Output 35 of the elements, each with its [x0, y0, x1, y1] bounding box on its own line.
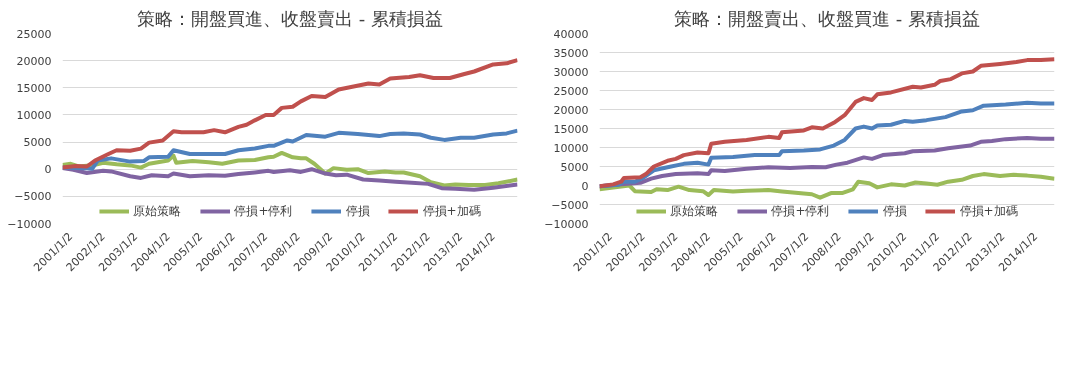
y-tick-label: 10000 — [553, 141, 589, 155]
legend-label: 停損 — [345, 202, 370, 220]
y-tick-label: 40000 — [553, 27, 589, 41]
line-series — [62, 58, 518, 170]
y-tick-label: 0 — [44, 163, 52, 177]
y-tick-label: −5000 — [14, 190, 52, 204]
line-series — [62, 166, 518, 192]
line-series — [62, 150, 518, 188]
y-tick-label: 35000 — [553, 46, 589, 60]
chart-title: 策略：開盤買進、收盤賣出 - 累積損益 — [137, 7, 443, 29]
legend-label: 停損+加碼 — [959, 202, 1018, 220]
line-series — [62, 128, 518, 171]
legend-label: 停損+停利 — [771, 202, 830, 220]
y-tick-label: 15000 — [16, 81, 52, 95]
y-tick-label: 25000 — [16, 27, 52, 41]
chart-title: 策略：開盤賣出、收盤買進 - 累積損益 — [674, 7, 980, 29]
legend-label: 停損+停利 — [234, 202, 293, 220]
y-tick-label: 25000 — [553, 84, 589, 98]
y-tick-label: 5000 — [23, 136, 52, 150]
line-series — [599, 57, 1055, 189]
legend-label: 原始策略 — [133, 202, 182, 220]
y-tick-label: 10000 — [16, 108, 52, 122]
y-tick-label: −10000 — [7, 217, 52, 231]
y-tick-label: 20000 — [16, 54, 52, 68]
y-tick-label: 5000 — [560, 160, 589, 174]
legend-label: 停損+加碼 — [422, 202, 481, 220]
y-tick-label: 30000 — [553, 65, 589, 79]
y-tick-label: 20000 — [553, 103, 589, 117]
legend-label: 停損 — [882, 202, 907, 220]
y-tick-label: −5000 — [551, 198, 589, 212]
legend-label: 原始策略 — [670, 202, 719, 220]
y-tick-label: 15000 — [553, 122, 589, 136]
line-series — [599, 172, 1055, 200]
y-tick-label: −10000 — [544, 217, 589, 231]
y-tick-label: 0 — [581, 179, 589, 193]
